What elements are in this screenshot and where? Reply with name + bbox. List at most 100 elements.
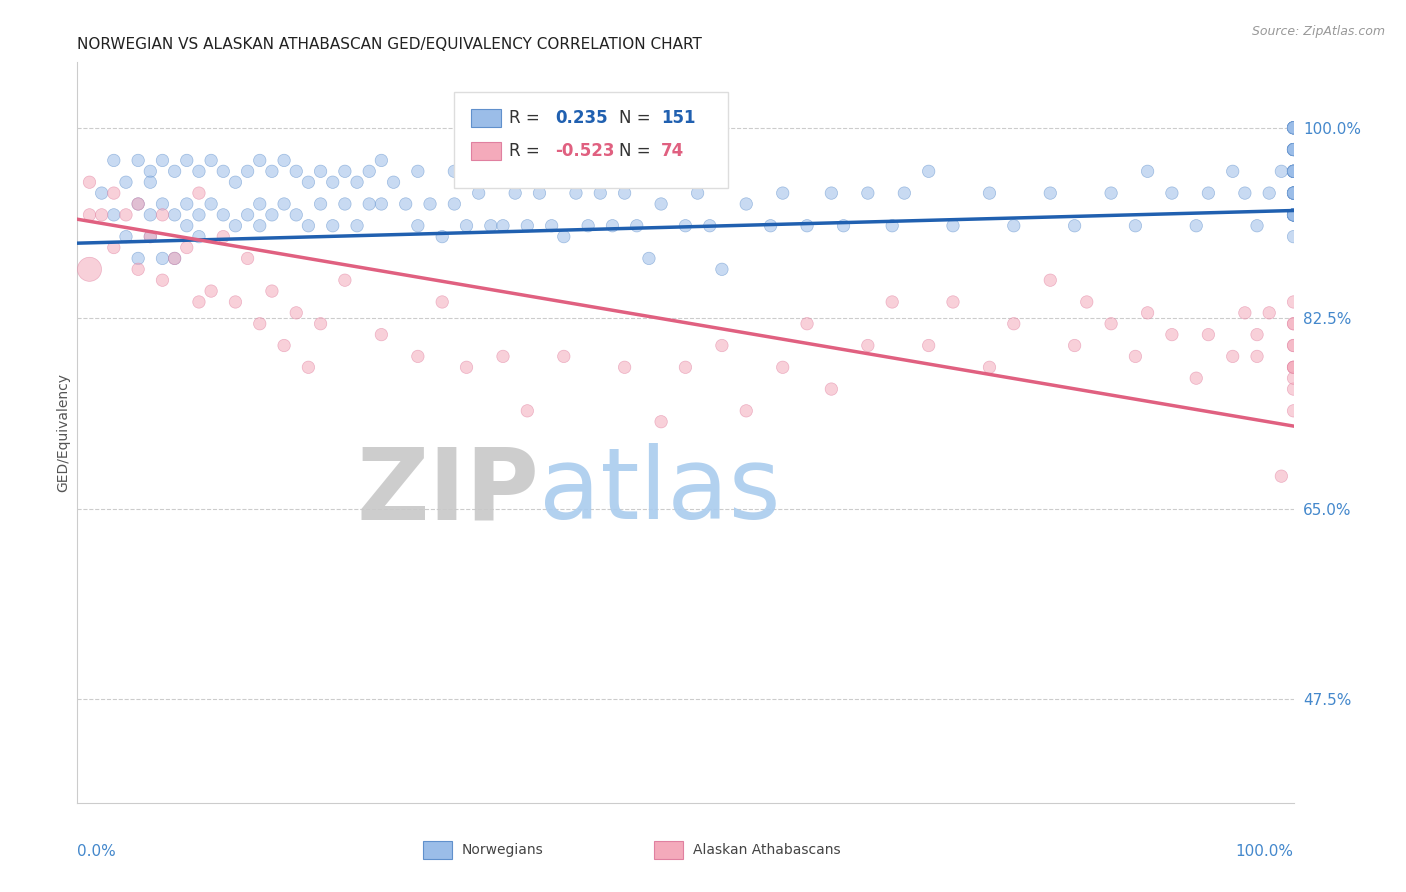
Text: ZIP: ZIP: [357, 443, 540, 541]
Point: [1282, 143, 1305, 157]
Point: [1282, 164, 1305, 178]
Point: [1282, 360, 1305, 375]
Point: [333, 164, 356, 178]
Point: [127, 252, 149, 266]
Point: [1282, 338, 1305, 352]
Point: [1222, 164, 1244, 178]
Point: [638, 252, 661, 266]
Point: [1282, 186, 1305, 200]
Point: [309, 164, 332, 178]
Point: [1282, 164, 1305, 178]
Point: [163, 252, 186, 266]
Point: [602, 219, 624, 233]
Point: [103, 208, 125, 222]
Point: [979, 186, 1001, 200]
Point: [406, 350, 429, 364]
Point: [1282, 143, 1305, 157]
Point: [382, 175, 405, 189]
Point: [115, 175, 138, 189]
Point: [1282, 164, 1305, 178]
Point: [322, 175, 344, 189]
Point: [273, 338, 295, 352]
Point: [406, 164, 429, 178]
Point: [430, 295, 453, 310]
Point: [710, 262, 733, 277]
Point: [430, 229, 453, 244]
Point: [200, 153, 222, 168]
Point: [1282, 208, 1305, 222]
Point: [212, 208, 235, 222]
Point: [1136, 164, 1159, 178]
Point: [1233, 306, 1256, 320]
Point: [1282, 143, 1305, 157]
Point: [260, 208, 283, 222]
Point: [1246, 327, 1268, 342]
Point: [176, 241, 198, 255]
Point: [479, 219, 502, 233]
Point: [224, 175, 246, 189]
Point: [882, 295, 904, 310]
Point: [1258, 186, 1281, 200]
Point: [1282, 120, 1305, 135]
Point: [1282, 143, 1305, 157]
Point: [772, 186, 794, 200]
Text: 100.0%: 100.0%: [1236, 844, 1294, 858]
Point: [516, 219, 538, 233]
Point: [236, 252, 259, 266]
Point: [333, 197, 356, 211]
Point: [1282, 360, 1305, 375]
FancyBboxPatch shape: [471, 143, 501, 161]
Point: [1282, 317, 1305, 331]
Point: [273, 197, 295, 211]
Point: [212, 229, 235, 244]
Point: [759, 219, 782, 233]
Point: [1125, 350, 1147, 364]
Point: [79, 262, 101, 277]
Point: [1282, 382, 1305, 396]
Point: [249, 219, 271, 233]
Text: 151: 151: [661, 109, 696, 127]
Point: [273, 153, 295, 168]
Point: [613, 186, 636, 200]
Point: [260, 284, 283, 298]
Point: [1063, 219, 1085, 233]
Point: [139, 175, 162, 189]
Point: [1282, 186, 1305, 200]
Text: N =: N =: [619, 109, 655, 127]
Point: [1282, 164, 1305, 178]
Point: [699, 219, 721, 233]
Point: [589, 186, 612, 200]
Point: [103, 241, 125, 255]
Text: 74: 74: [661, 143, 685, 161]
Point: [443, 197, 465, 211]
Point: [1282, 208, 1305, 222]
Point: [1161, 327, 1184, 342]
Point: [152, 153, 174, 168]
Text: NORWEGIAN VS ALASKAN ATHABASCAN GED/EQUIVALENCY CORRELATION CHART: NORWEGIAN VS ALASKAN ATHABASCAN GED/EQUI…: [77, 37, 702, 52]
Point: [359, 197, 381, 211]
Point: [309, 317, 332, 331]
Point: [796, 317, 818, 331]
Point: [224, 219, 246, 233]
Point: [856, 338, 879, 352]
Point: [1136, 306, 1159, 320]
Point: [1063, 338, 1085, 352]
Point: [820, 186, 842, 200]
Point: [346, 219, 368, 233]
Point: [1002, 317, 1025, 331]
Point: [918, 164, 941, 178]
Point: [1282, 164, 1305, 178]
Point: [359, 164, 381, 178]
Point: [1197, 186, 1219, 200]
Point: [103, 153, 125, 168]
Point: [79, 175, 101, 189]
Point: [79, 208, 101, 222]
Point: [152, 197, 174, 211]
Point: [796, 219, 818, 233]
Point: [395, 197, 418, 211]
Point: [1282, 208, 1305, 222]
Text: 0.235: 0.235: [555, 109, 607, 127]
Point: [127, 262, 149, 277]
Point: [1185, 219, 1208, 233]
Point: [613, 360, 636, 375]
